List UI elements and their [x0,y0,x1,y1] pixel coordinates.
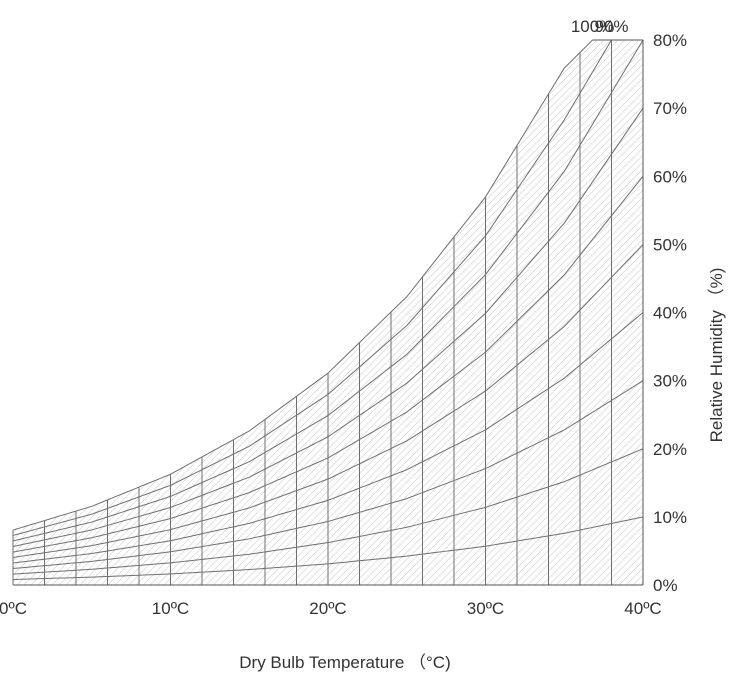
rh-label: 50% [653,235,687,254]
rh-label: 10% [653,508,687,527]
rh-label: 70% [653,99,687,118]
rh-label: 30% [653,372,687,391]
temperature-gridlines [13,40,643,585]
rh-label: 0% [653,576,678,595]
x-tick-label: 10ºC [152,599,189,618]
x-axis-title: Dry Bulb Temperature （°C) [239,653,451,672]
y-axis-title: Relative Humidity （%) [707,268,726,443]
x-tick-label: 20ºC [309,599,346,618]
x-tick-label: 0ºC [0,599,27,618]
rh-label: 60% [653,167,687,186]
x-tick-label: 40ºC [624,599,661,618]
rh-label: 100% [571,17,614,36]
rh-label: 20% [653,440,687,459]
rh-label: 40% [653,304,687,323]
x-tick-label: 30ºC [467,599,504,618]
rh-label: 80% [653,31,687,50]
